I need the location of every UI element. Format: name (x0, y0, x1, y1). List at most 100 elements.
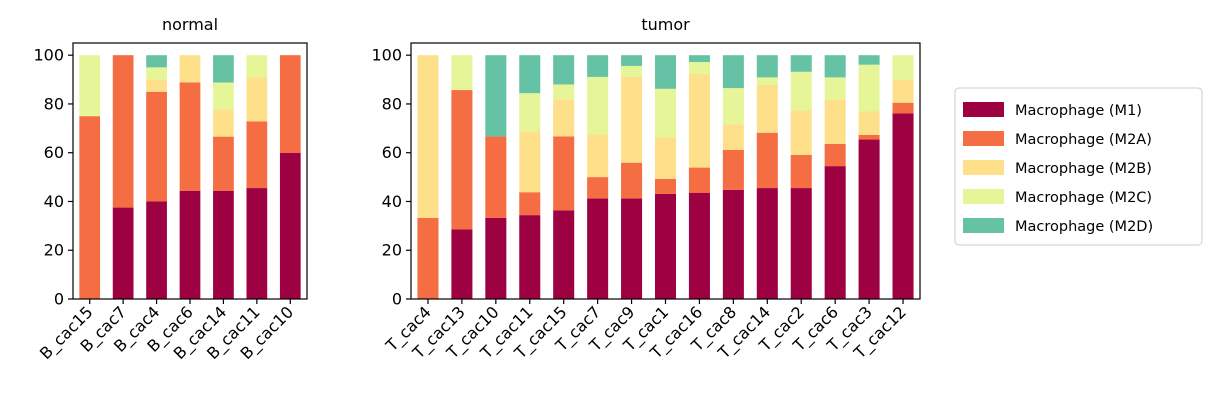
normal-panel: normal020406080100B_cac15B_cac7B_cac4B_c… (33, 15, 308, 364)
legend-swatch (963, 160, 1004, 175)
y-tick-label: 0 (54, 290, 64, 309)
bar-segment (587, 134, 609, 178)
legend-entry: Macrophage (M2D) (1015, 219, 1153, 235)
bar-segment (688, 55, 710, 63)
bar-segment (722, 124, 744, 150)
y-tick-label: 40 (44, 192, 64, 211)
bar-segment (519, 55, 541, 94)
bar-segment (587, 55, 609, 77)
bar-segment (451, 90, 473, 230)
bar-segment (722, 55, 744, 89)
bar-segment (824, 143, 846, 167)
bar-segment (246, 55, 268, 78)
bar-segment (451, 55, 473, 91)
bar-segment (756, 55, 778, 78)
bar-segment (858, 111, 880, 135)
bar-segment (179, 190, 201, 299)
bar-segment (485, 136, 507, 218)
bar-segment (621, 65, 643, 77)
bar-segment (824, 99, 846, 144)
bar-segment (417, 55, 439, 218)
bar-segment (553, 84, 575, 100)
bar-segment (246, 121, 268, 189)
bar-segment (824, 55, 846, 78)
bar-segment (756, 84, 778, 133)
bar-segment (790, 188, 812, 299)
bar-segment (654, 178, 677, 194)
legend-entry: Macrophage (M2A) (1015, 132, 1152, 148)
y-tick-label: 60 (382, 143, 402, 162)
bar-segment (553, 136, 575, 211)
bar-segment (654, 88, 677, 138)
bar-segment (858, 139, 880, 299)
bar-segment (213, 55, 234, 83)
bar-segment (654, 137, 677, 179)
legend-swatch (963, 218, 1004, 233)
bar-segment (279, 55, 301, 153)
bar-segment (722, 149, 744, 190)
bar-segment (892, 102, 914, 114)
bar-segment (279, 152, 301, 299)
legend-swatch (963, 131, 1004, 146)
bar-segment (790, 55, 812, 72)
legend-entry: Macrophage (M2C) (1015, 190, 1152, 206)
y-tick-label: 20 (382, 241, 402, 260)
bar-segment (654, 193, 677, 299)
bar-segment (756, 132, 778, 189)
bar-segment (858, 64, 880, 112)
chart-title: tumor (641, 15, 690, 34)
bar-segment (621, 55, 643, 66)
bar-segment (519, 215, 541, 299)
legend-frame (954, 87, 1203, 246)
bar-segment (892, 55, 914, 80)
bar-segment (688, 167, 710, 193)
bar-segment (858, 55, 880, 65)
bar-segment (790, 154, 812, 189)
bar-segment (519, 93, 541, 132)
bar-segment (553, 55, 575, 85)
bar-segment (858, 134, 880, 140)
bar-segment (688, 62, 710, 74)
bar-segment (112, 55, 134, 208)
y-tick-label: 60 (44, 143, 64, 162)
bar-segment (621, 76, 643, 163)
bar-segment (756, 188, 778, 299)
bar-segment (824, 166, 846, 299)
bar-segment (112, 207, 134, 299)
bar-segment (179, 55, 201, 83)
legend: Macrophage (M1) Macrophage (M2A) Macrophag… (954, 87, 1203, 246)
y-tick-label: 100 (371, 46, 402, 65)
bar-segment (587, 76, 609, 135)
bar-segment (79, 116, 101, 300)
bar-segment (213, 190, 234, 299)
bar-segment (519, 192, 541, 216)
bar-segment (688, 73, 710, 168)
bar-segment (146, 55, 167, 68)
bar-segment (146, 67, 167, 80)
bar-segment (146, 201, 167, 299)
legend-swatch (963, 102, 1004, 117)
bar-segment (79, 55, 101, 117)
bar-segment (519, 131, 541, 193)
bar-segment (213, 82, 234, 110)
bar-segment (553, 210, 575, 299)
bar-segment (146, 91, 167, 202)
bar-segment (587, 177, 609, 199)
bar-segment (146, 79, 167, 92)
bar-segment (451, 229, 473, 299)
tumor-panel: tumor020406080100T_cac4T_cac13T_cac10T_c… (371, 15, 921, 364)
bar-segment (417, 217, 439, 299)
bar-segment (722, 189, 744, 299)
bar-segment (621, 162, 643, 199)
legend-entry: Macrophage (M2B) (1015, 161, 1152, 177)
bar-segment (892, 79, 914, 103)
bar-segment (179, 82, 201, 191)
y-tick-label: 0 (392, 290, 402, 309)
bar-segment (485, 217, 507, 299)
bar-segment (587, 198, 609, 299)
bar-segment (790, 110, 812, 155)
bar-segment (688, 192, 710, 299)
bar-segment (485, 55, 507, 137)
bar-segment (654, 55, 677, 89)
